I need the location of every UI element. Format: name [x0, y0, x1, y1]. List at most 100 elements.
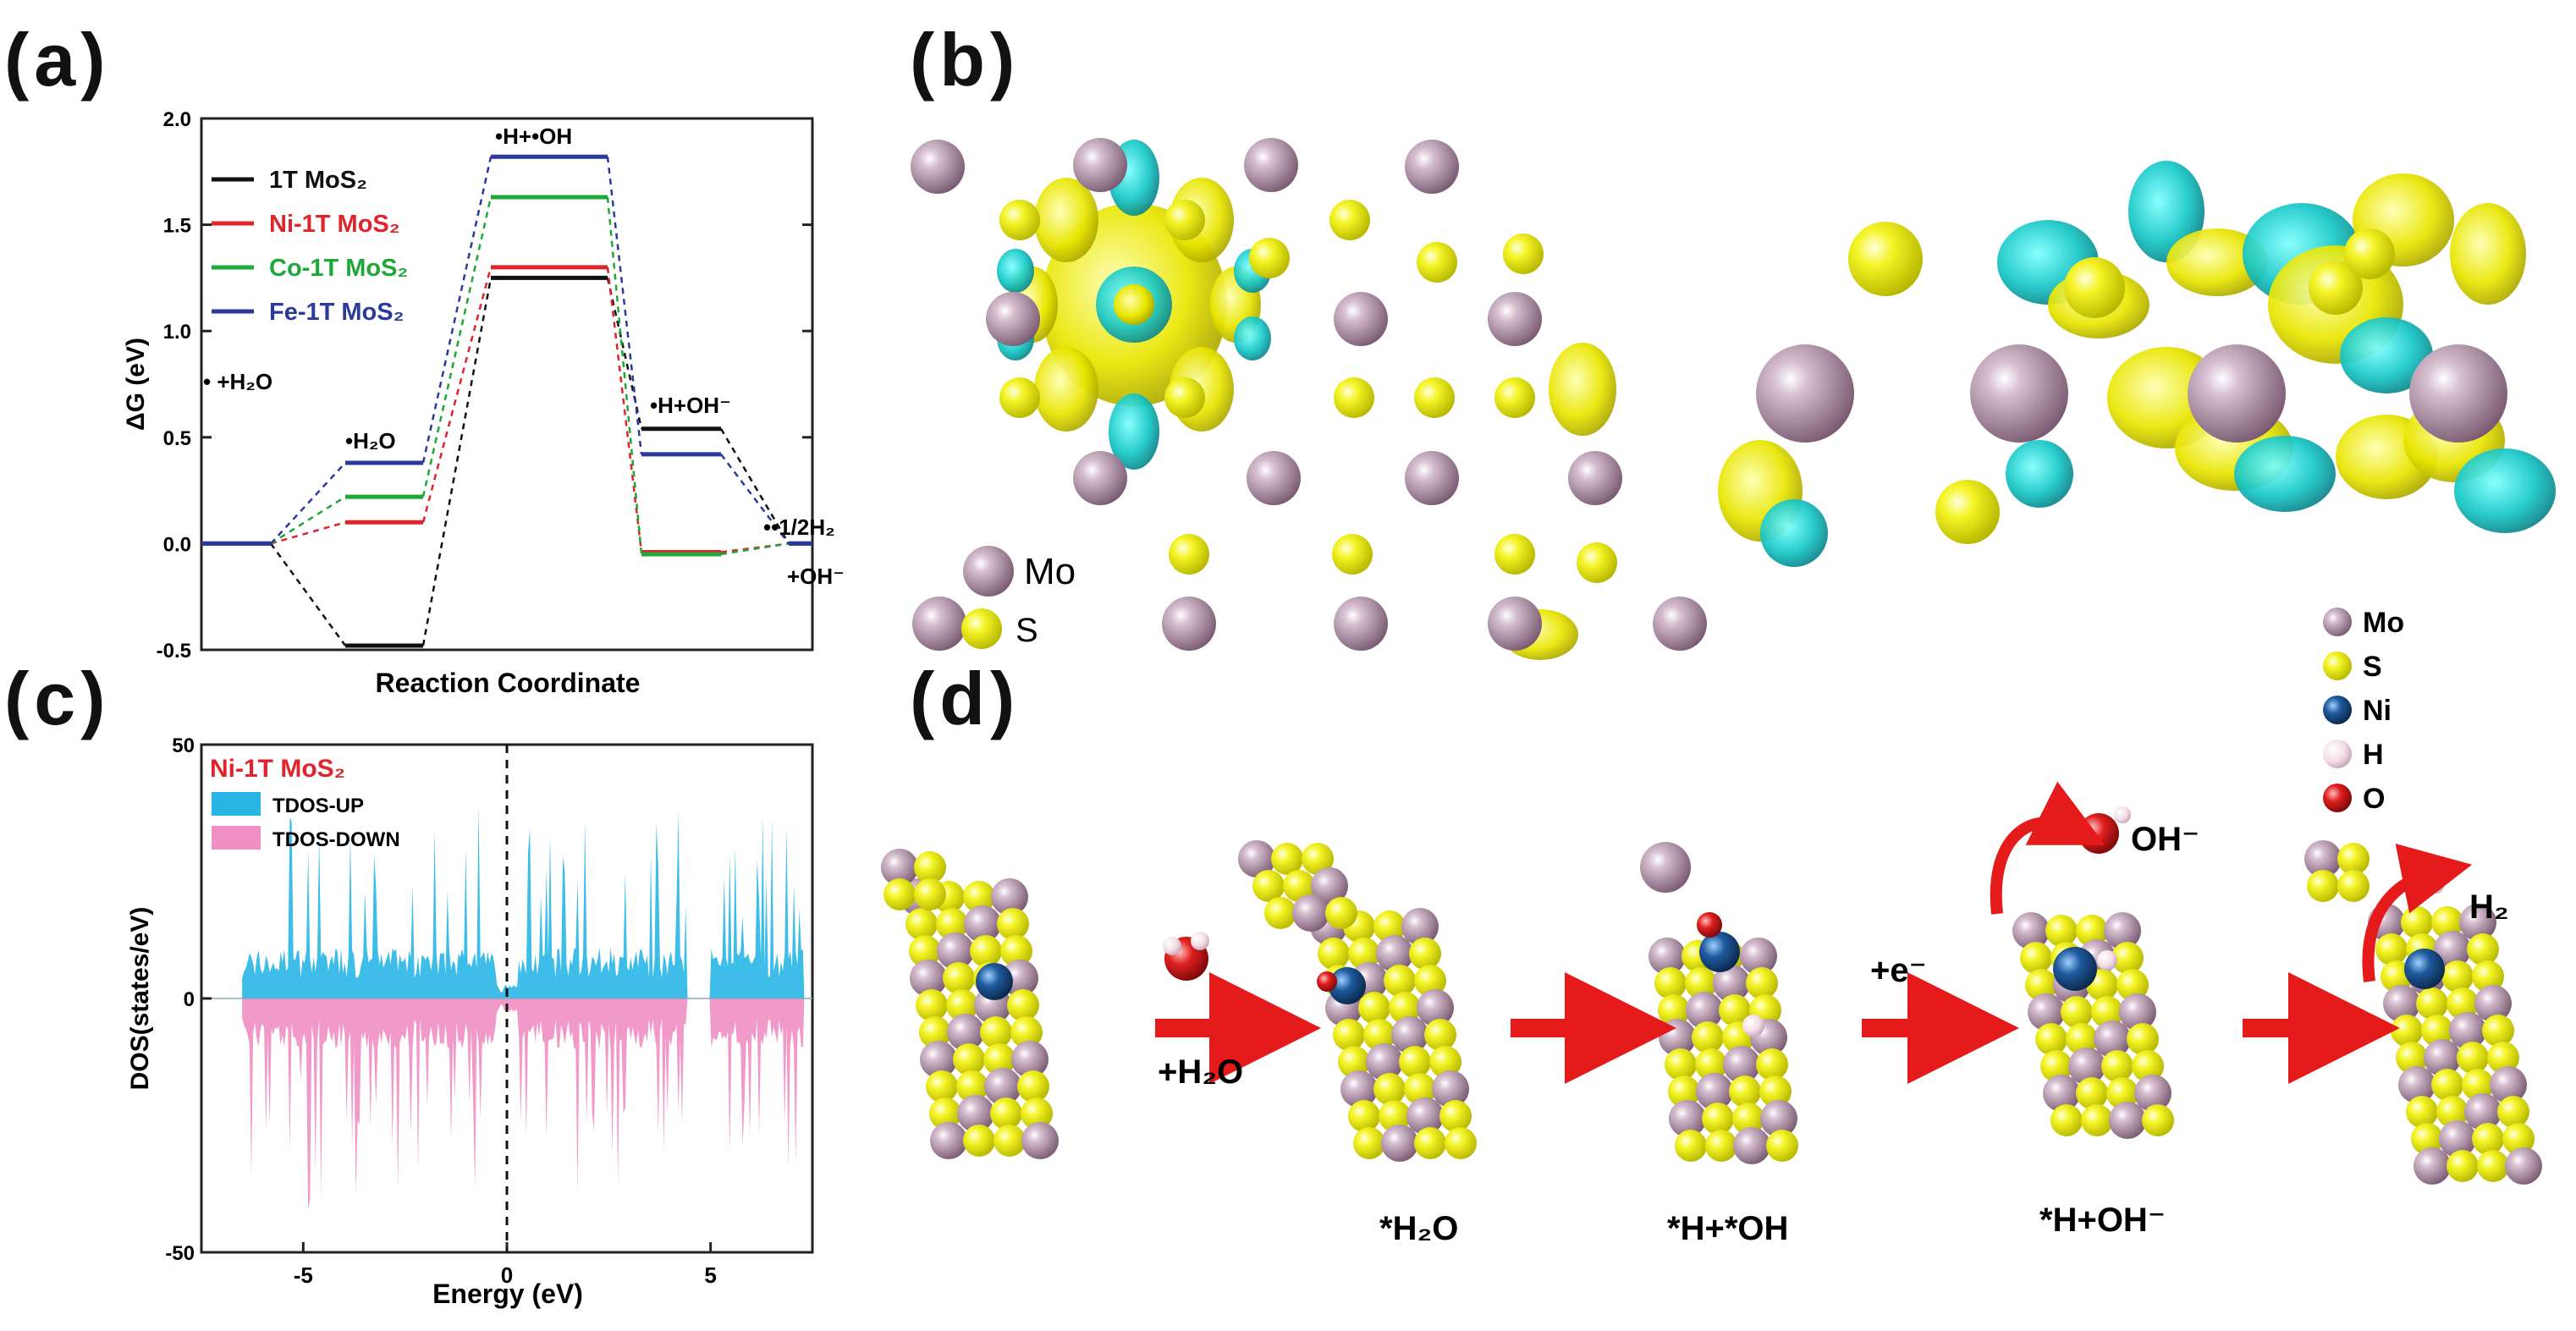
y-tick-label-a: 1.5 [163, 215, 191, 238]
s-atom [2081, 1104, 2113, 1136]
s-atom [2101, 1050, 2133, 1082]
mo-atom-b-5 [1334, 292, 1388, 346]
step-label-a-0: • +H₂O [203, 369, 272, 394]
mo-atom-b-13 [1488, 597, 1542, 651]
mo-atom [1417, 989, 1454, 1026]
s-atom [2066, 1023, 2098, 1055]
legend-b: Mo S [961, 546, 1076, 649]
s-atom [1000, 935, 1032, 967]
s-atom [1409, 938, 1441, 970]
s-atom [1333, 1019, 1365, 1051]
s-atom [909, 935, 941, 967]
panel-label-a: (a) [4, 18, 111, 102]
s-atom [2411, 1123, 2443, 1155]
s-atom [2416, 987, 2448, 1020]
y-tick-label-c: 0 [184, 988, 195, 1011]
h-atom-leaving [2114, 806, 2131, 823]
mo-atom-b-9 [1405, 451, 1459, 505]
step-label-a-1: •H₂O [345, 428, 396, 454]
s-atom-b-8 [1494, 377, 1535, 418]
mo-atom [2068, 1048, 2105, 1085]
tdos-up-area [242, 806, 805, 998]
s-atom-b-4 [999, 377, 1040, 418]
s-atom [943, 962, 975, 994]
legend-label-a-1: Ni-1T MoS₂ [269, 211, 400, 238]
y-axis-label-a: ΔG (eV) [122, 338, 150, 431]
legend-d-label-3: H [2363, 739, 2384, 771]
y-axis-label-c: DOS(states/eV) [126, 907, 154, 1091]
mo-atom [1011, 1041, 1049, 1078]
mo-atom-b-12 [1334, 597, 1388, 651]
mo-atom [1669, 1100, 1706, 1137]
s-atom [2502, 1123, 2535, 1155]
water-h-atom-a [1163, 937, 1181, 955]
connector-3-0 [270, 462, 346, 545]
isosurface-lobe-r-15 [1760, 499, 1828, 567]
mo-atom [2304, 840, 2342, 877]
atom-cluster-4b [2304, 840, 2370, 902]
s-atom [1692, 1021, 1724, 1053]
mo-atom-b-right-3 [2409, 344, 2507, 443]
s-atom [914, 878, 946, 910]
panel-label-c: (c) [4, 657, 111, 740]
legend-mo-sphere [963, 546, 1014, 597]
s-atom [990, 1097, 1022, 1130]
panel-label-d: (d) [910, 657, 1021, 740]
s-atom [1414, 965, 1446, 997]
x-axis-label-c: Energy (eV) [432, 1279, 583, 1309]
panel-label-b: (b) [910, 18, 1021, 102]
legend-label-a-2: Co-1T MoS₂ [269, 255, 408, 282]
mo-atom [1740, 938, 1777, 975]
step-label-a-4: ••1/2H₂ [763, 514, 835, 540]
legend-mo-label: Mo [1024, 551, 1076, 592]
s-atom-b-7 [1414, 377, 1455, 418]
s-atom [997, 908, 1029, 940]
s-atom [1746, 967, 1778, 999]
mo-atom [2490, 1066, 2527, 1103]
x-tick-label-c: 0 [501, 1262, 513, 1288]
x-tick-label-c: 5 [704, 1262, 716, 1288]
s-atom [1429, 1046, 1461, 1078]
mo-atom [2028, 993, 2065, 1031]
s-atom [1759, 1075, 1792, 1108]
legend-d-sphere-2 [2323, 696, 2352, 724]
s-atom [2132, 1050, 2164, 1082]
mo-atom-top-2 [1640, 842, 1691, 893]
o-atom-leaving [2078, 813, 2119, 854]
y-tick-label-a: 1.0 [163, 321, 191, 344]
mo-atom [991, 878, 1028, 916]
mo-atom [2474, 985, 2512, 1022]
mo-atom [1238, 840, 1275, 877]
s-atom [2482, 1015, 2514, 1047]
h-atom-2 [1742, 1015, 1764, 1037]
s-atom [1766, 1130, 1798, 1162]
s-atom-b-12 [1577, 542, 1617, 583]
mo-atom-b-10 [1568, 451, 1622, 505]
mo-atom [1366, 1043, 1403, 1081]
plot-frame-a [200, 117, 814, 652]
mo-atom-b-1 [1073, 138, 1127, 192]
s-atom [2142, 1104, 2174, 1136]
s-atom-b-3 [1417, 242, 1457, 283]
isosurface-lobe-r-3 [2166, 228, 2268, 296]
isosurface-lobe-3 [1034, 347, 1098, 432]
legend-s-sphere [961, 608, 1002, 649]
s-atom [2406, 1096, 2438, 1128]
atom-cluster-1b [1238, 840, 1357, 932]
s-atom [914, 851, 946, 883]
s-atom [2307, 870, 2339, 902]
mo-atom [920, 1041, 957, 1078]
s-atom [994, 1125, 1026, 1157]
legend-label-c-1: TDOS-DOWN [272, 828, 400, 851]
mo-atom [957, 1095, 994, 1132]
s-atom-b-9 [1169, 534, 1209, 575]
mo-atom-b-right-1 [1970, 344, 2068, 443]
isosurface-lobe-12 [1234, 316, 1271, 360]
mo-atom [1432, 1070, 1469, 1108]
s-atom [1675, 1130, 1707, 1162]
y-tick-label-a: 2.0 [163, 108, 191, 131]
s-atom-b-2 [1329, 200, 1370, 240]
mo-atom-b-15 [912, 597, 966, 651]
